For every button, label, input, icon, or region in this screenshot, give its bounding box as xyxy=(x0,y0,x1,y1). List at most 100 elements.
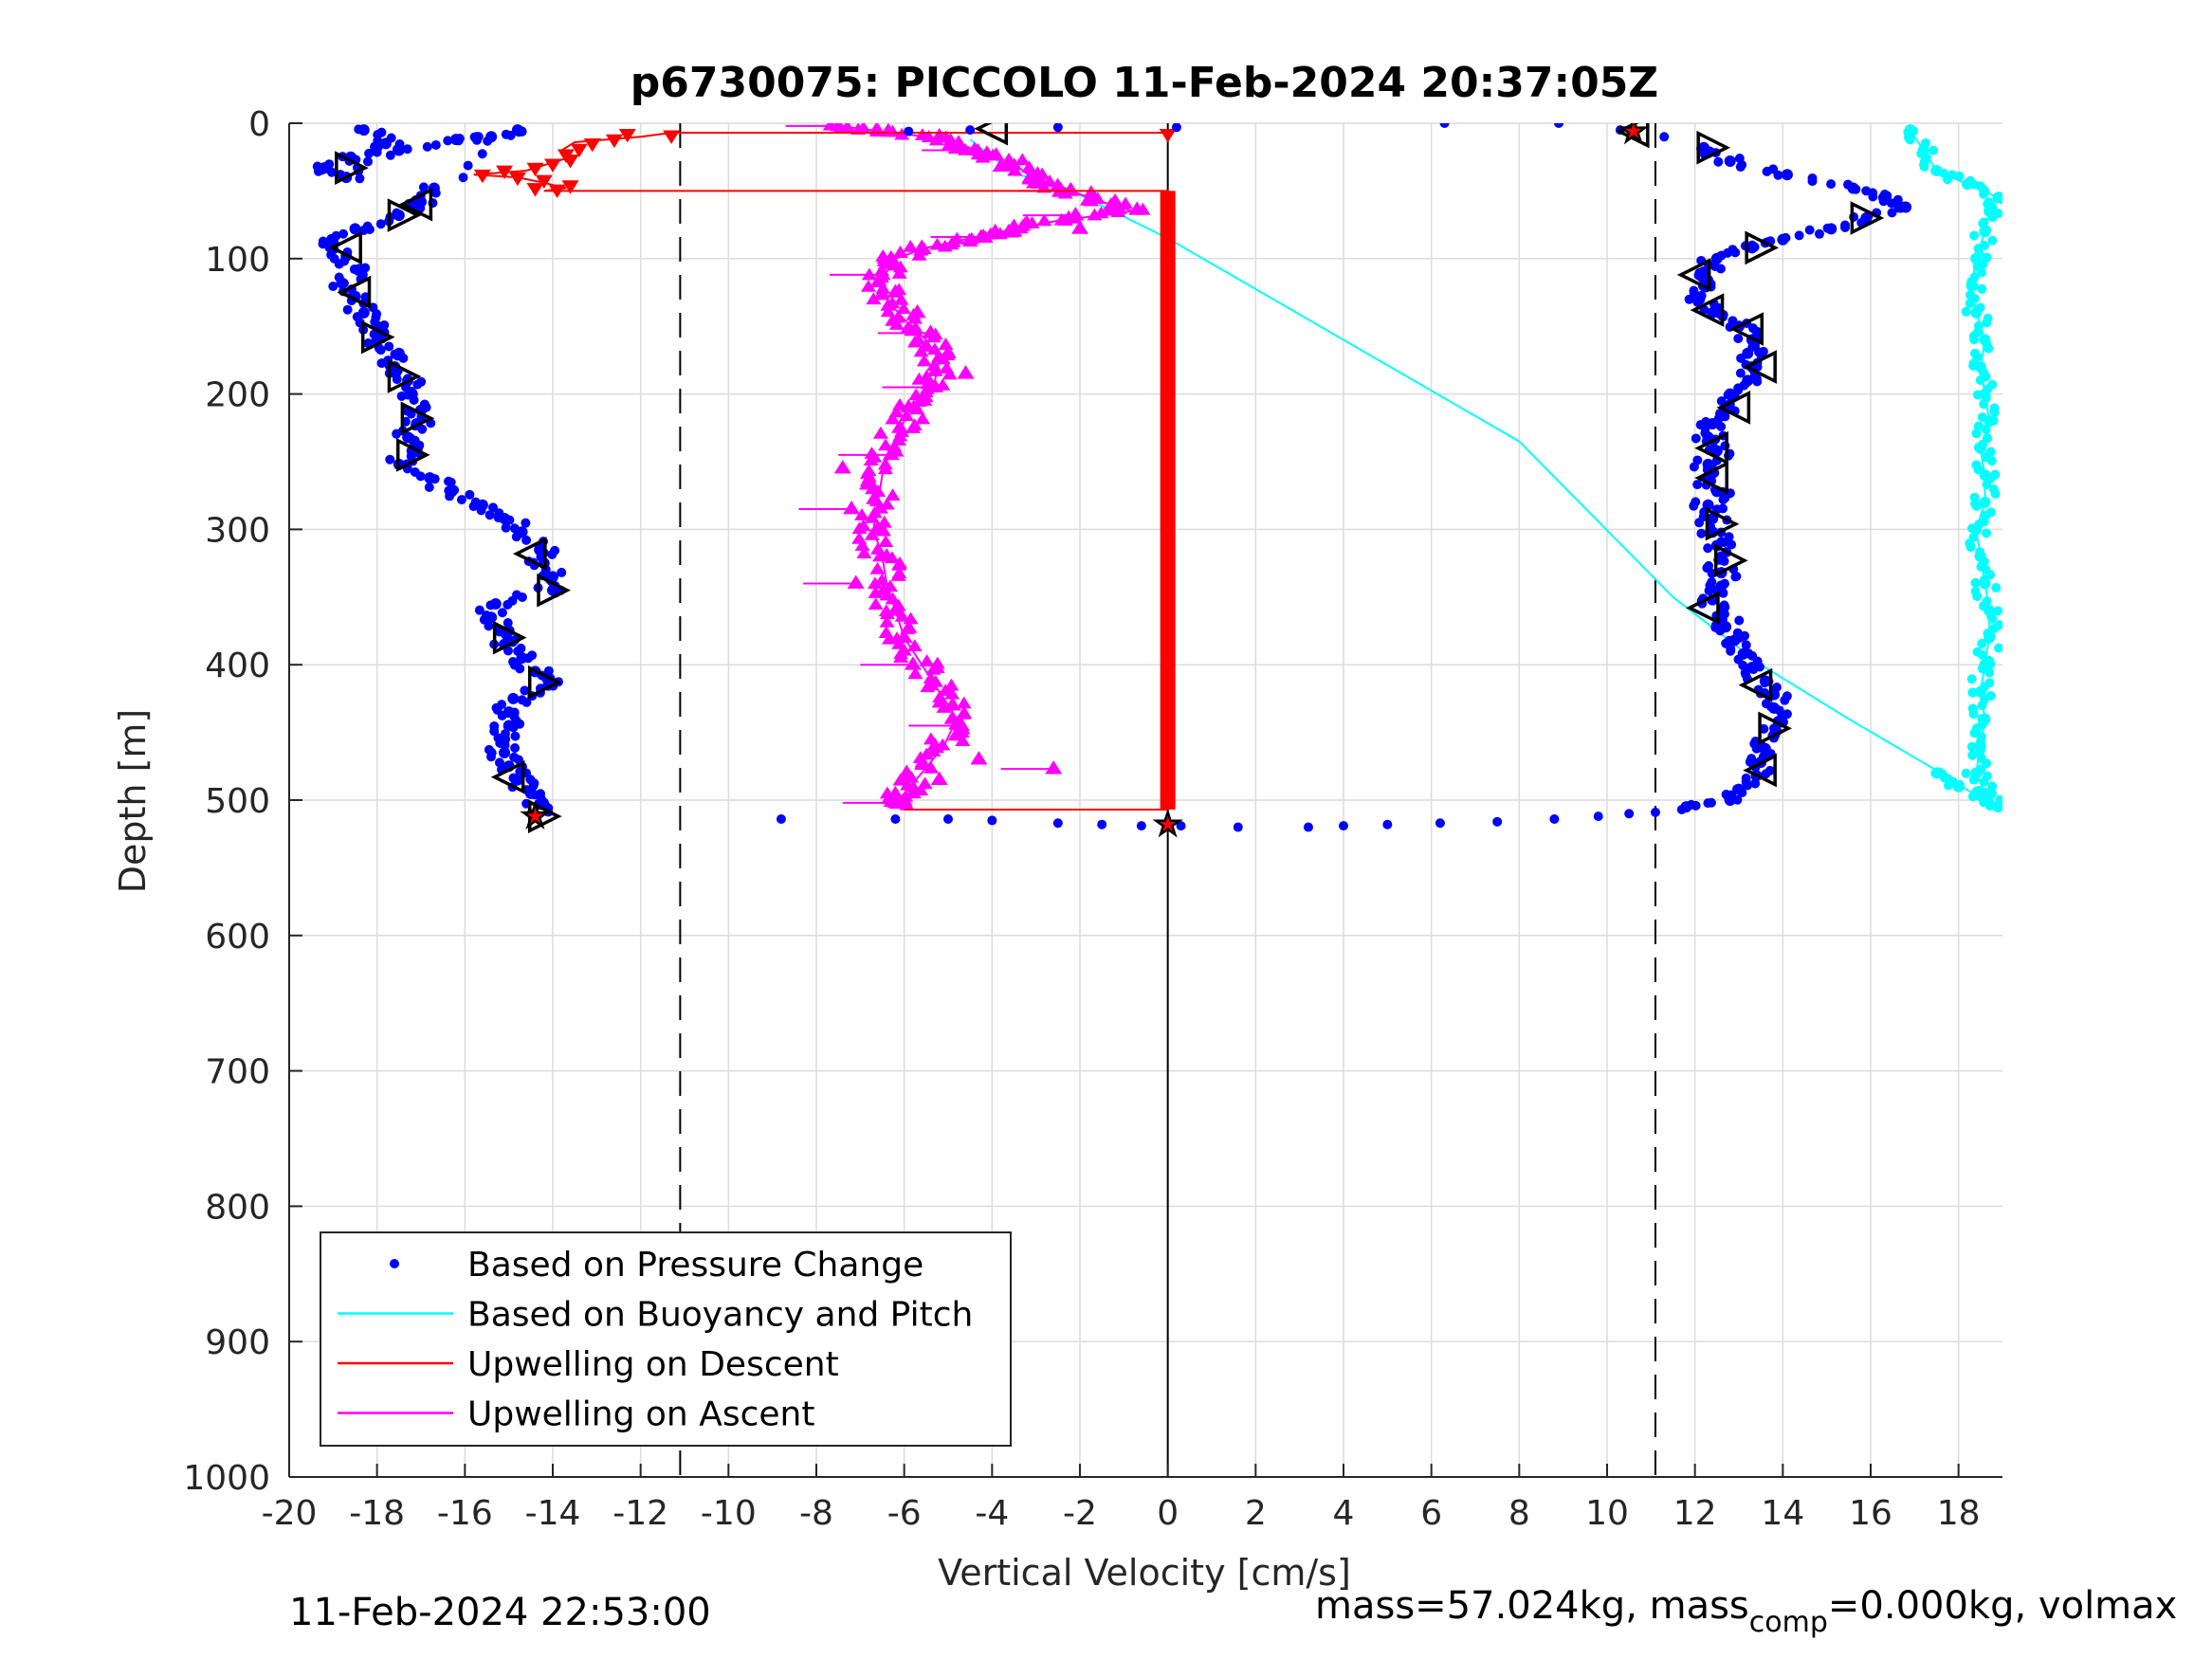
upwelling-ascent-marker xyxy=(891,266,907,279)
direction-arrow-right xyxy=(1713,543,1748,578)
pressure-change-point xyxy=(1097,819,1107,830)
buoyancy-pitch-point xyxy=(1965,299,1975,309)
upwelling-ascent-marker xyxy=(881,631,897,645)
pressure-change-point xyxy=(1691,800,1701,811)
pressure-change-point xyxy=(484,510,495,520)
pressure-change-point xyxy=(1733,783,1745,795)
upwelling-ascent-marker xyxy=(878,438,894,451)
pressure-change-point xyxy=(497,608,507,618)
mass-suffix: =0.000kg, volmax xyxy=(1827,1584,2178,1628)
pressure-change-point xyxy=(521,697,532,707)
pressure-change-point xyxy=(501,522,511,533)
pressure-change-point xyxy=(516,526,528,538)
buoyancy-pitch-point xyxy=(1982,318,1992,328)
pressure-change-point xyxy=(1751,743,1762,754)
upwelling-ascent-marker xyxy=(843,500,861,515)
upwelling-ascent-marker xyxy=(922,324,940,338)
x-tick-label: 16 xyxy=(1849,1494,1892,1533)
upwelling-descent-marker xyxy=(605,134,623,149)
pressure-change-point xyxy=(1696,528,1707,538)
pressure-change-point xyxy=(1742,347,1754,359)
upwelling-ascent-marker xyxy=(882,446,900,461)
pressure-change-point xyxy=(1825,223,1837,235)
buoyancy-pitch-point xyxy=(1966,674,1977,684)
upwelling-ascent-marker xyxy=(947,728,963,741)
upwelling-descent-marker xyxy=(526,183,544,197)
pressure-change-point xyxy=(379,137,392,150)
pressure-change-point xyxy=(1887,208,1897,218)
pressure-change-point xyxy=(1303,822,1313,832)
pressure-change-point xyxy=(402,431,414,444)
pressure-change-point xyxy=(487,502,498,513)
direction-arrow-right xyxy=(335,151,369,185)
pressure-change-point xyxy=(393,210,405,222)
pressure-change-point xyxy=(1713,156,1724,167)
upwelling-descent-marker xyxy=(570,143,588,158)
direction-arrow-left xyxy=(337,275,372,310)
upwelling-ascent-marker xyxy=(1036,213,1052,227)
pressure-change-point xyxy=(516,652,528,665)
upwelling-ascent-marker xyxy=(887,283,905,298)
buoyancy-pitch-point xyxy=(1929,145,1939,155)
pressure-change-point xyxy=(446,485,458,498)
y-tick-label: 800 xyxy=(205,1188,270,1227)
pressure-change-point xyxy=(412,379,423,390)
pressure-change-point xyxy=(1549,813,1560,824)
buoyancy-pitch-point xyxy=(1991,583,2002,593)
pressure-change-point xyxy=(520,685,530,696)
upwelling-ascent-marker xyxy=(923,760,940,774)
pressure-change-point xyxy=(1738,660,1748,670)
x-tick-label: 10 xyxy=(1585,1494,1629,1533)
pressure-change-point xyxy=(443,136,453,146)
buoyancy-pitch-point xyxy=(1961,306,1971,317)
upwelling-ascent-marker xyxy=(879,607,895,620)
pressure-change-point xyxy=(363,338,374,349)
pressure-change-point xyxy=(543,665,554,676)
pressure-change-point xyxy=(1724,388,1736,400)
direction-arrow-left xyxy=(328,230,362,265)
pressure-change-point xyxy=(375,219,386,229)
x-tick-label: -14 xyxy=(525,1494,581,1533)
upwelling-ascent-marker xyxy=(962,234,978,247)
pressure-change-point xyxy=(1702,458,1714,470)
pressure-change-point xyxy=(372,147,382,157)
marker-star xyxy=(1618,123,1650,145)
pressure-change-point xyxy=(1689,462,1699,472)
upwelling-ascent-marker xyxy=(878,535,894,547)
direction-arrow-right xyxy=(387,198,422,232)
pressure-change-point xyxy=(342,304,353,315)
upwelling-ascent-marker xyxy=(885,592,901,605)
upwelling-ascent-marker xyxy=(1007,163,1023,176)
pressure-change-point xyxy=(1710,252,1723,264)
x-tick-label: 8 xyxy=(1508,1494,1530,1533)
pressure-change-point xyxy=(510,731,521,741)
pressure-change-point xyxy=(524,787,537,799)
upwelling-ascent-marker xyxy=(1057,213,1073,227)
pressure-change-point xyxy=(474,605,484,615)
upwelling-ascent-marker xyxy=(957,365,975,379)
pressure-change-point xyxy=(1735,162,1746,173)
pressure-change-point xyxy=(515,664,525,674)
upwelling-ascent-marker xyxy=(1005,223,1023,237)
buoyancy-pitch-point xyxy=(1954,171,1965,181)
x-tick-label: -2 xyxy=(1063,1494,1097,1533)
upwelling-ascent-marker xyxy=(965,141,983,155)
pressure-change-point xyxy=(489,597,502,610)
pressure-change-point xyxy=(385,150,395,160)
marker-star xyxy=(1152,808,1183,838)
pressure-change-point xyxy=(1171,123,1181,133)
pressure-change-point xyxy=(1768,702,1781,714)
pressure-change-point xyxy=(338,228,349,239)
upwelling-ascent-marker xyxy=(882,249,900,264)
axes: -20 -18 -16 -14 -12 -10 -8 -6 -4 -2 0 2 4 6 8 10 12 14 16 1… xyxy=(183,105,2002,1533)
buoyancy-pitch-point xyxy=(1993,606,2002,616)
pressure-change-point xyxy=(1860,211,1873,224)
direction-arrow-right xyxy=(387,359,422,393)
buoyancy-pitch-point xyxy=(1905,135,1915,145)
pressure-change-point xyxy=(1136,821,1146,831)
upwelling-ascent-marker xyxy=(880,298,896,311)
pressure-change-point xyxy=(534,543,546,556)
upwelling-ascent-marker xyxy=(956,706,972,720)
upwelling-ascent-marker xyxy=(992,157,1010,173)
